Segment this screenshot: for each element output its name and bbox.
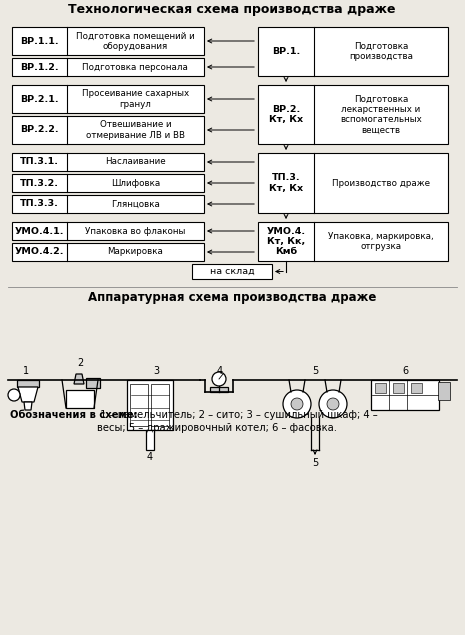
FancyBboxPatch shape <box>12 116 204 144</box>
Text: Производство драже: Производство драже <box>332 178 430 187</box>
Text: ТП.3.
Кт, Кх: ТП.3. Кт, Кх <box>269 173 303 192</box>
Text: Обозначения в схеме:: Обозначения в схеме: <box>10 410 138 420</box>
Text: ВР.2.1.: ВР.2.1. <box>20 95 59 104</box>
Text: ВР.2.2.: ВР.2.2. <box>20 126 59 135</box>
FancyBboxPatch shape <box>258 222 448 261</box>
Text: 4: 4 <box>217 366 223 376</box>
Circle shape <box>291 398 303 410</box>
Text: Аппаратурная схема производства драже: Аппаратурная схема производства драже <box>88 291 376 304</box>
Bar <box>371 380 439 410</box>
Text: УМО.4.
Кт, Кк,
Кмб: УМО.4. Кт, Кк, Кмб <box>266 227 306 257</box>
Bar <box>17 380 39 387</box>
Bar <box>375 383 386 393</box>
Text: Подготовка помещений и
оборудования: Подготовка помещений и оборудования <box>76 31 195 51</box>
Polygon shape <box>18 387 38 402</box>
Bar <box>151 384 169 426</box>
Bar <box>130 384 148 426</box>
Text: ВР.1.1.: ВР.1.1. <box>20 36 59 46</box>
Text: Глянцовка: Глянцовка <box>111 199 160 208</box>
Text: Технологическая схема производства драже: Технологическая схема производства драже <box>68 3 396 16</box>
Text: Маркировка: Маркировка <box>107 248 163 257</box>
Text: ТП.3.3.: ТП.3.3. <box>20 199 59 208</box>
Text: 1: 1 <box>23 366 29 376</box>
Bar <box>210 387 228 392</box>
Text: ВР.2.
Кт, Кх: ВР.2. Кт, Кх <box>269 105 303 124</box>
Text: Просеивание сахарных
гранул: Просеивание сахарных гранул <box>82 90 189 109</box>
Circle shape <box>8 389 20 401</box>
Text: 2: 2 <box>77 358 83 368</box>
Text: 6: 6 <box>402 366 408 376</box>
Text: Упаковка во флаконы: Упаковка во флаконы <box>85 227 186 236</box>
Polygon shape <box>66 390 94 408</box>
Bar <box>438 382 450 400</box>
Polygon shape <box>74 374 84 384</box>
FancyBboxPatch shape <box>258 153 448 213</box>
FancyBboxPatch shape <box>12 27 204 55</box>
Text: 1 – измельчитель; 2 – сито; 3 – сушильный шкаф; 4 –
весы; 5 – дражировочный коте: 1 – измельчитель; 2 – сито; 3 – сушильны… <box>97 410 378 433</box>
Circle shape <box>212 372 226 386</box>
Bar <box>86 378 100 388</box>
Text: ВР.1.2.: ВР.1.2. <box>20 62 59 72</box>
FancyBboxPatch shape <box>12 174 204 192</box>
Text: Подготовка
лекарственных и
вспомогательных
веществ: Подготовка лекарственных и вспомогательн… <box>340 95 422 135</box>
Text: Шлифовка: Шлифовка <box>111 178 160 187</box>
Bar <box>393 383 404 393</box>
FancyBboxPatch shape <box>12 243 204 261</box>
Bar <box>127 380 173 430</box>
Text: 4: 4 <box>147 452 153 462</box>
FancyBboxPatch shape <box>258 27 448 76</box>
Polygon shape <box>24 402 32 410</box>
Text: УМО.4.2.: УМО.4.2. <box>14 248 64 257</box>
Text: Отвешивание и
отмеривание ЛВ и ВВ: Отвешивание и отмеривание ЛВ и ВВ <box>86 120 185 140</box>
Text: Подготовка персонала: Подготовка персонала <box>82 62 188 72</box>
Text: Подготовка
производства: Подготовка производства <box>349 42 413 61</box>
Bar <box>411 383 422 393</box>
FancyBboxPatch shape <box>12 58 204 76</box>
FancyBboxPatch shape <box>12 195 204 213</box>
Text: 3: 3 <box>153 366 159 376</box>
Circle shape <box>327 398 339 410</box>
Text: 5: 5 <box>312 366 318 376</box>
Text: Наслаивание: Наслаивание <box>105 157 166 166</box>
FancyBboxPatch shape <box>12 85 204 113</box>
FancyBboxPatch shape <box>258 85 448 144</box>
Text: УМО.4.1.: УМО.4.1. <box>14 227 64 236</box>
Text: ТП.3.1.: ТП.3.1. <box>20 157 59 166</box>
FancyBboxPatch shape <box>192 264 272 279</box>
Circle shape <box>283 390 311 418</box>
Bar <box>146 430 154 450</box>
Text: Упаковка, маркировка,
отгрузка: Упаковка, маркировка, отгрузка <box>328 232 434 251</box>
Text: на склад: на склад <box>210 267 254 276</box>
Text: 5: 5 <box>312 458 318 468</box>
FancyBboxPatch shape <box>12 222 204 240</box>
Circle shape <box>319 390 347 418</box>
Text: ВР.1.: ВР.1. <box>272 47 300 56</box>
FancyBboxPatch shape <box>12 153 204 171</box>
Text: ТП.3.2.: ТП.3.2. <box>20 178 59 187</box>
